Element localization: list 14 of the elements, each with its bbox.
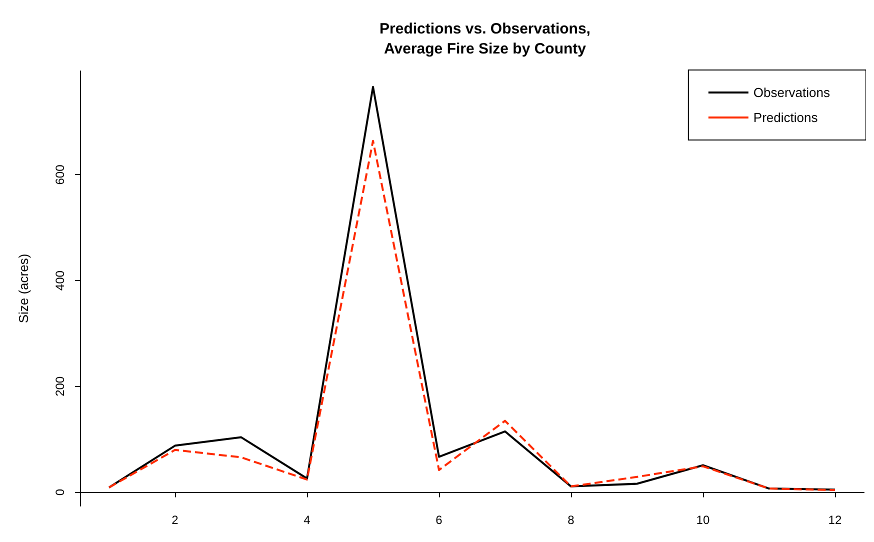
chart-title: Predictions vs. Observations, Average Fire Size by County (380, 20, 590, 58)
x-tick-label: 2 (172, 513, 179, 527)
x-tick-label: 6 (436, 513, 443, 527)
y-tick-label: 400 (53, 270, 67, 291)
x-tick-label: 12 (828, 513, 842, 527)
legend-label: Observations (753, 85, 830, 100)
x-tick-label: 8 (568, 513, 575, 527)
y-axis-title: Size (acres) (16, 254, 31, 324)
y-tick-label: 0 (53, 488, 67, 496)
legend-label: Predictions (753, 110, 818, 125)
y-tick-label: 600 (53, 164, 67, 185)
x-tick-label: 4 (304, 513, 311, 527)
y-tick-label: 200 (53, 376, 67, 396)
x-tick-label: 10 (696, 513, 710, 527)
